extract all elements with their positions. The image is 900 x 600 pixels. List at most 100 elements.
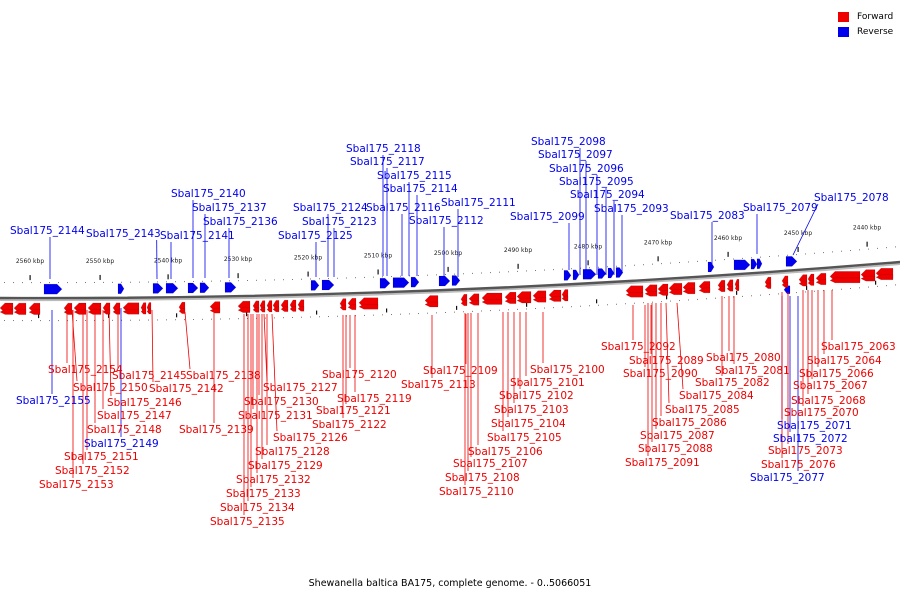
lower-track-dot xyxy=(13,320,14,322)
scale-tick-label: 2520 kbp xyxy=(294,255,322,262)
gene-label: Sbal175_2092 xyxy=(601,341,676,353)
reverse-gene-arrow xyxy=(63,309,73,315)
upper-track-dot xyxy=(796,254,797,256)
reverse-gene-arrow xyxy=(625,291,644,298)
lower-track-dot xyxy=(256,317,257,319)
forward-gene-arrow xyxy=(756,258,763,269)
gene-label: Sbal175_2089 xyxy=(629,355,704,367)
upper-track-dot xyxy=(391,276,392,278)
gene-label: Sbal175_2128 xyxy=(255,446,330,458)
reverse-gene-arrow xyxy=(860,275,876,282)
lower-track-dot xyxy=(850,288,851,290)
lower-track-dot xyxy=(589,305,590,307)
genome-track xyxy=(0,260,900,302)
reverse-gene-arrow xyxy=(259,306,266,313)
upper-track-dot xyxy=(283,279,284,281)
upper-track-dot xyxy=(481,272,482,274)
scale-tick-mark-lower xyxy=(596,299,598,304)
lower-track-dot xyxy=(364,314,365,316)
lower-track-dot xyxy=(283,317,284,319)
reverse-gene-arrow xyxy=(726,286,734,292)
lower-track-dot xyxy=(382,314,383,316)
lower-track-dot xyxy=(22,320,23,322)
forward-gene-arrow xyxy=(224,282,237,293)
upper-track-dot xyxy=(877,247,878,249)
upper-track-dot xyxy=(823,252,824,254)
gene-label: Sbal175_2147 xyxy=(97,410,172,422)
upper-track-dot xyxy=(787,254,788,256)
upper-track-dot xyxy=(310,278,311,280)
lower-track-dot xyxy=(436,312,437,314)
upper-track-dot xyxy=(472,272,473,274)
forward-gene-arrow xyxy=(152,283,164,294)
upper-track-dot xyxy=(886,247,887,249)
upper-track-dot xyxy=(400,275,401,277)
reverse-gene-arrow xyxy=(0,309,14,315)
upper-track-dot xyxy=(859,249,860,251)
scale-tick-mark xyxy=(447,266,449,272)
upper-track-dot xyxy=(301,278,302,280)
lower-track-dot xyxy=(391,314,392,316)
scale-tick-mark xyxy=(99,274,101,280)
label-leader-line xyxy=(151,309,154,383)
lower-track-dot xyxy=(553,307,554,309)
gene-label: Sbal175_2103 xyxy=(494,404,569,416)
gene-label: Sbal175_2155 xyxy=(16,395,91,407)
scale-tick-mark-lower xyxy=(176,313,178,318)
lower-track-dot xyxy=(31,320,32,322)
reverse-gene-arrow xyxy=(297,306,305,312)
gene-label: Sbal175_2152 xyxy=(55,465,130,477)
upper-track-dot xyxy=(661,263,662,265)
scale-tick-label: 2480 kbp xyxy=(574,243,602,250)
upper-track-dot xyxy=(517,270,518,272)
gene-label: Sbal175_2113 xyxy=(401,379,476,391)
upper-track-dot xyxy=(490,272,491,274)
gene-label: Sbal175_2078 xyxy=(814,192,889,204)
forward-swatch xyxy=(838,11,849,22)
upper-track-dot xyxy=(166,281,167,283)
lower-track-dot xyxy=(445,312,446,313)
upper-track-dot xyxy=(706,260,707,262)
gene-label: Sbal175_2066 xyxy=(799,368,874,380)
gene-label: Sbal175_2145 xyxy=(112,370,187,382)
upper-track-dot xyxy=(130,281,131,283)
lower-track-dot xyxy=(472,310,473,312)
upper-track-dot xyxy=(436,274,437,276)
lower-track-dot xyxy=(4,320,5,322)
lower-track-dot xyxy=(76,320,77,322)
gene-label: Sbal175_2131 xyxy=(238,410,313,422)
lower-track-dot xyxy=(319,316,320,318)
scale-tick-mark-lower xyxy=(246,312,248,317)
gene-label: Sbal175_2063 xyxy=(821,341,896,353)
gene-label: Sbal175_2133 xyxy=(226,488,301,500)
lower-track-dot xyxy=(535,308,536,310)
scale-tick-label: 2450 kbp xyxy=(784,230,812,237)
gene-label: Sbal175_2079 xyxy=(743,202,818,214)
forward-gene-arrow xyxy=(410,276,420,288)
gene-label: Sbal175_2143 xyxy=(86,228,161,240)
lower-track-dot xyxy=(841,288,842,290)
upper-track-dot xyxy=(742,257,743,259)
lower-track-dot xyxy=(643,302,644,304)
upper-track-dot xyxy=(589,267,590,269)
reverse-gene-arrow xyxy=(516,297,532,304)
upper-track-dot xyxy=(58,282,59,284)
scale-tick-mark xyxy=(517,263,519,269)
forward-gene-arrow xyxy=(379,278,391,289)
lower-track-dot xyxy=(409,313,410,315)
lower-track-dot xyxy=(499,309,500,311)
reverse-gene-arrow xyxy=(682,288,696,295)
lower-track-dot xyxy=(895,284,896,286)
gene-label: Sbal175_2099 xyxy=(510,211,585,223)
gene-label: Sbal175_2081 xyxy=(715,365,790,377)
upper-track-dot xyxy=(571,268,572,270)
lower-track-dot xyxy=(202,318,203,320)
scale-tick-mark xyxy=(587,260,589,266)
upper-track-dot xyxy=(94,281,95,283)
upper-track-dot xyxy=(598,266,599,268)
gene-label: Sbal175_2098 xyxy=(531,136,606,148)
scale-tick-label: 2540 kbp xyxy=(154,257,182,264)
gene-label: Sbal175_2086 xyxy=(652,417,727,429)
forward-gene-arrow xyxy=(165,283,179,294)
